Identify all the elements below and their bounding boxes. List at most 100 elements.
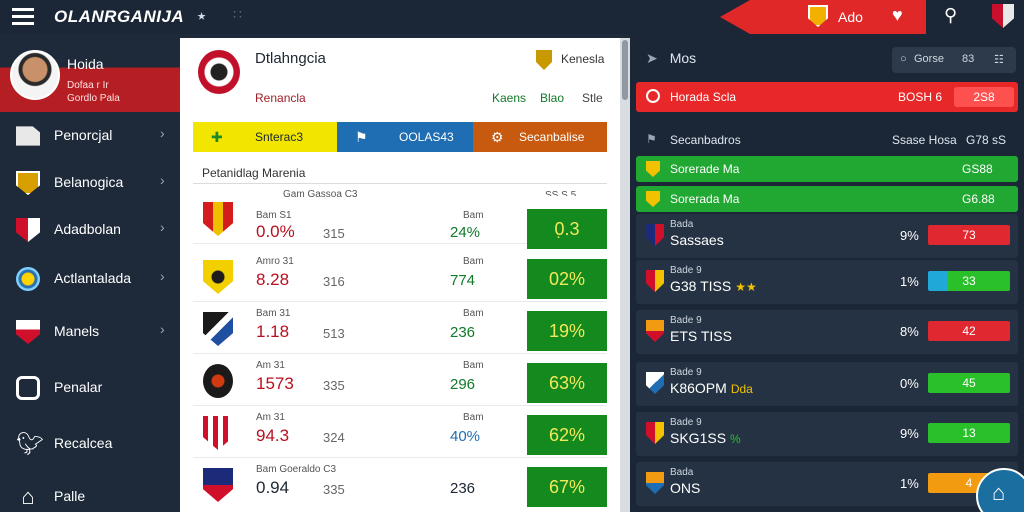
column-header: SS S 5	[545, 190, 576, 201]
table-row[interactable]: Am 31 94.3 324 Bam 40% 62%	[193, 410, 607, 458]
search-icon[interactable]: ○	[900, 53, 907, 65]
row-value: 1.18	[256, 322, 290, 341]
row-pvalue: 236	[450, 324, 476, 341]
row-percent: 9%	[900, 228, 919, 243]
standing-row[interactable]: Bade 9 K86OPM Dda 0% 45	[636, 362, 1018, 406]
square-icon	[16, 376, 40, 400]
action-button-label: OOLAS43	[399, 130, 454, 144]
green-row-value: G6.88	[962, 192, 995, 206]
search-icon[interactable]: ⚲	[944, 5, 958, 25]
right-btn-1[interactable]: Gorse	[914, 53, 944, 65]
section-col-1: Ssase Hosa	[892, 133, 957, 147]
row-label: Bam 31	[256, 308, 291, 319]
highlight-row[interactable]: Horada Scla BOSH 6 2S8	[636, 82, 1018, 112]
table-row[interactable]: Am 31 1573 335 Bam 296 63%	[193, 358, 607, 406]
row-value: 45	[928, 373, 1010, 393]
standing-row[interactable]: Bade 9 SKG1SS% 9% 13	[636, 412, 1018, 456]
sidebar-item-5[interactable]: Manels ›	[0, 312, 180, 352]
row-plabel: Bam	[463, 360, 484, 371]
row-name: G38 TISS ★★	[670, 278, 757, 294]
right-btn-2[interactable]: 83	[962, 53, 975, 65]
table-row[interactable]: Amro 31 8.28 316 Bam 774 02%	[193, 254, 607, 302]
row-plabel: Bam	[463, 308, 484, 319]
row-pvalue: 236	[450, 480, 476, 497]
green-row[interactable]: Sorerada Ma G6.88	[636, 186, 1018, 212]
table-row[interactable]: Bam Goeraldo C3 0.94 335 236 67%	[193, 462, 607, 510]
row-pvalue: 296	[450, 376, 476, 393]
row-label: Amro 31	[256, 256, 294, 267]
row-value: 0.0%	[256, 222, 295, 241]
app-brand: OLANRGANIJA	[54, 7, 185, 26]
action-button-2[interactable]: ⚑ OOLAS43	[337, 122, 473, 152]
row-name: Sassaes	[670, 232, 724, 248]
team-crest-icon	[646, 372, 664, 394]
standing-row[interactable]: Bada Sassaes 9% 73	[636, 214, 1018, 258]
action-button-1[interactable]: ✚ Snterac3	[193, 122, 337, 152]
main-scrollbar[interactable]	[620, 38, 630, 512]
top-label: Ado	[838, 9, 863, 25]
navigation-icon[interactable]: ➤	[646, 50, 658, 66]
sidebar-item-1[interactable]: Penorcjal ›	[0, 116, 180, 156]
row-pvalue: 774	[450, 272, 476, 289]
sidebar-item-2[interactable]: Belanogica ›	[0, 163, 180, 203]
action-button-3[interactable]: ⚙ Secanbalise	[473, 122, 607, 152]
divider	[193, 183, 607, 184]
team-crest-icon	[646, 270, 664, 292]
table-row[interactable]: Bam 31 1.18 513 Bam 236 19%	[193, 306, 607, 354]
table-row[interactable]: Gam Gassoa C3 Bam S1 0.0% 315 Bam 24% 0̣…	[193, 189, 607, 249]
sidebar-item-8[interactable]: ⌂ Palle	[0, 477, 180, 512]
standing-row[interactable]: Bade 9 ETS TISS 8% 42	[636, 310, 1018, 354]
alert-icon	[646, 89, 660, 103]
profile-name: Hoida	[67, 56, 104, 72]
action-button-label: Secanbalise	[519, 130, 585, 144]
row-percent: 9%	[900, 426, 919, 441]
tab-3[interactable]: Stle	[582, 91, 603, 105]
right-title-text: Mos	[669, 50, 697, 66]
row-mid: 335	[323, 482, 345, 497]
action-bar: ✚ Snterac3 ⚑ OOLAS43 ⚙ Secanbalise	[193, 122, 607, 152]
sidebar: Hoida Dofaa r Ir Gordlo Pala Penorcjal ›…	[0, 34, 180, 512]
sidebar-item-label: Penalar	[54, 379, 103, 395]
standing-row[interactable]: Bade 9 G38 TISS ★★ 1% 33	[636, 260, 1018, 304]
row-value: 94.3	[256, 426, 290, 445]
share-icon[interactable]: ⭑	[197, 6, 207, 25]
row-value: 0.94	[256, 478, 290, 497]
row-name: ETS TISS	[670, 328, 732, 344]
sidebar-item-3[interactable]: Adadbolan ›	[0, 210, 180, 250]
menu-icon[interactable]	[12, 8, 34, 26]
tab-1[interactable]: Kaens	[492, 91, 527, 105]
red-white-shield-icon	[16, 320, 40, 344]
standing-row[interactable]: Bada ONS 1% 4	[636, 462, 1018, 506]
plus-icon: ✚	[211, 129, 223, 145]
row-name: SKG1SS%	[670, 430, 741, 446]
main-panel: Dtlahngcia Renancla Kenesla Kaens Blao S…	[180, 38, 630, 512]
green-row[interactable]: Sorerade Ma GS88	[636, 156, 1018, 182]
grid-icon[interactable]: ☷	[994, 54, 1004, 66]
sidebar-item-4[interactable]: Actlantalada ›	[0, 259, 180, 299]
chevron-right-icon: ›	[160, 172, 165, 188]
sidebar-item-7[interactable]: 🐦︎ Recalcea	[0, 424, 180, 464]
chevron-right-icon: ›	[160, 219, 165, 235]
row-mid: 335	[323, 378, 345, 393]
tab-2[interactable]: Blao	[540, 91, 565, 105]
more-icon[interactable]: ∷	[233, 6, 242, 22]
sidebar-item-6[interactable]: Penalar	[0, 368, 180, 408]
sidebar-item-label: Penorcjal	[54, 127, 113, 143]
club-header: Dtlahngcia Renancla Kenesla Kaens Blao S…	[180, 38, 620, 114]
section-label: Secanbadros	[670, 133, 741, 147]
favorite-icon[interactable]: ♥	[892, 5, 903, 25]
row-plabel: Bam	[463, 210, 484, 221]
profile-card[interactable]: Hoida Dofaa r Ir Gordlo Pala	[0, 38, 180, 112]
home-fab-button[interactable]: ⌂	[976, 468, 1024, 512]
row-pvalue: 40%	[450, 428, 481, 445]
row-top: Bade 9	[670, 417, 702, 428]
team-shield-icon[interactable]	[992, 4, 1014, 28]
flag-icon: ⚑	[646, 132, 657, 146]
team-crest-icon	[646, 422, 664, 444]
home-icon: ⌂	[992, 480, 1006, 505]
chevron-right-icon: ›	[160, 321, 165, 337]
profile-line-1: Dofaa r Ir	[67, 80, 109, 91]
row-percent: 63%	[527, 363, 607, 403]
section-col-2: G78 sS	[966, 133, 1007, 147]
gear-icon: ⚙	[491, 129, 504, 145]
